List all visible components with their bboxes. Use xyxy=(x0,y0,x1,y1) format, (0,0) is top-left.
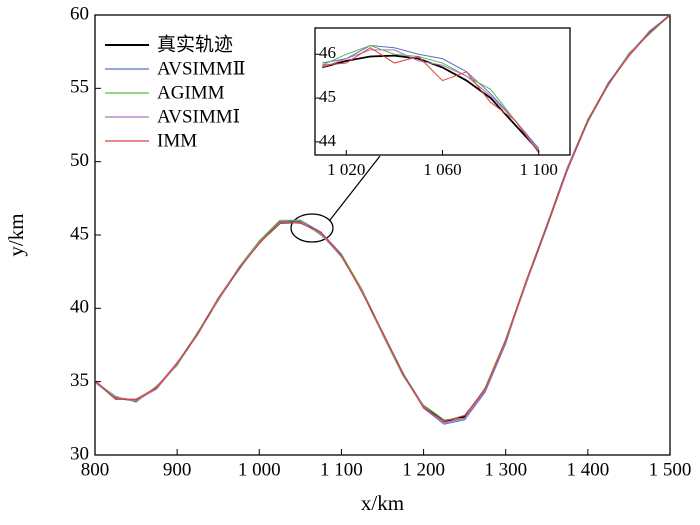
y-tick-label: 40 xyxy=(70,297,89,318)
legend-label: AVSIMMⅡ xyxy=(157,58,246,79)
y-tick-label: 55 xyxy=(70,77,89,98)
x-tick-label: 1 200 xyxy=(402,459,445,480)
x-tick-label: 1 500 xyxy=(649,459,692,480)
series-line xyxy=(321,54,540,152)
y-axis-title: y/km xyxy=(4,213,28,256)
y-tick-label: 46 xyxy=(319,43,336,62)
y-tick-label: 45 xyxy=(70,223,89,244)
x-tick-label: 1 000 xyxy=(238,459,281,480)
x-tick-label: 1 020 xyxy=(327,160,365,179)
x-tick-label: 1 100 xyxy=(320,459,363,480)
y-tick-label: 50 xyxy=(70,150,89,171)
plot-lines xyxy=(321,44,540,154)
y-tick-label: 45 xyxy=(319,87,336,106)
x-axis-title: x/km xyxy=(361,491,404,515)
legend-label: IMM xyxy=(157,130,197,151)
series-line xyxy=(322,44,540,151)
plot-lines xyxy=(95,15,670,425)
x-tick-label: 900 xyxy=(163,459,192,480)
y-tick-label: 44 xyxy=(319,131,337,150)
y-tick-label: 35 xyxy=(70,370,89,391)
x-tick-label: 1 400 xyxy=(566,459,609,480)
series-line xyxy=(322,47,540,154)
zoom-marker xyxy=(290,213,334,243)
series-line xyxy=(322,49,540,151)
plot-frame xyxy=(314,27,571,156)
zoom-connector xyxy=(329,155,381,221)
plot-frame xyxy=(94,14,671,456)
x-tick-label: 1 300 xyxy=(484,459,527,480)
x-tick-label: 1 060 xyxy=(423,160,461,179)
series-line xyxy=(322,45,540,149)
x-tick-label: 800 xyxy=(81,459,110,480)
legend-label: AVSIMMⅠ xyxy=(157,106,240,127)
series-line xyxy=(95,15,670,422)
legend-label: AGIMM xyxy=(157,82,225,103)
legend-label: 真实轨迹 xyxy=(157,33,233,55)
y-tick-label: 60 xyxy=(70,3,89,24)
y-tick-label: 30 xyxy=(70,443,89,464)
x-tick-label: 1 100 xyxy=(520,160,558,179)
